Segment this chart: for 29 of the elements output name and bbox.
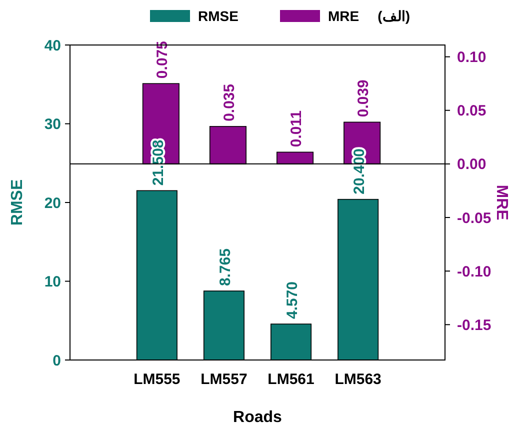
data-label: 0.011	[288, 110, 306, 148]
x-tick-label: LM561	[268, 371, 314, 388]
y2-tick-label: -0.15	[457, 316, 492, 334]
data-label: 8.765	[216, 248, 234, 286]
y-tick-label: 0	[52, 352, 61, 370]
x-tick-label: LM555	[134, 371, 180, 388]
y2-tick-label: 0.05	[457, 102, 486, 120]
y2-tick-label: -0.10	[457, 263, 492, 280]
x-axis-title: Roads	[233, 409, 282, 426]
data-label: 0.035	[220, 84, 238, 122]
data-label: 0.075	[154, 41, 171, 79]
y-axis-title: RMSE	[9, 179, 26, 226]
x-tick-label: LM557	[200, 371, 248, 388]
data-label: 4.570	[284, 281, 302, 320]
x-tick-label: LM563	[334, 371, 382, 388]
y-tick-label: 40	[44, 37, 61, 54]
legend-label: MRE	[328, 8, 360, 24]
y-tick-label: 20	[44, 194, 61, 212]
y2-axis-title: MRE	[493, 184, 510, 221]
legend-label: RMSE	[198, 8, 238, 24]
data-label: 21.508	[150, 140, 167, 186]
data-label: 20.400	[351, 148, 368, 194]
chart-title: (الف)	[378, 8, 410, 24]
y-tick-label: 10	[44, 274, 61, 290]
data-label: 0.039	[355, 80, 372, 118]
y-tick-label: 30	[44, 116, 61, 133]
y2-tick-label: 0.10	[457, 49, 486, 66]
y2-tick-label: 0.00	[457, 156, 486, 174]
y2-tick-label: -0.05	[457, 210, 492, 227]
